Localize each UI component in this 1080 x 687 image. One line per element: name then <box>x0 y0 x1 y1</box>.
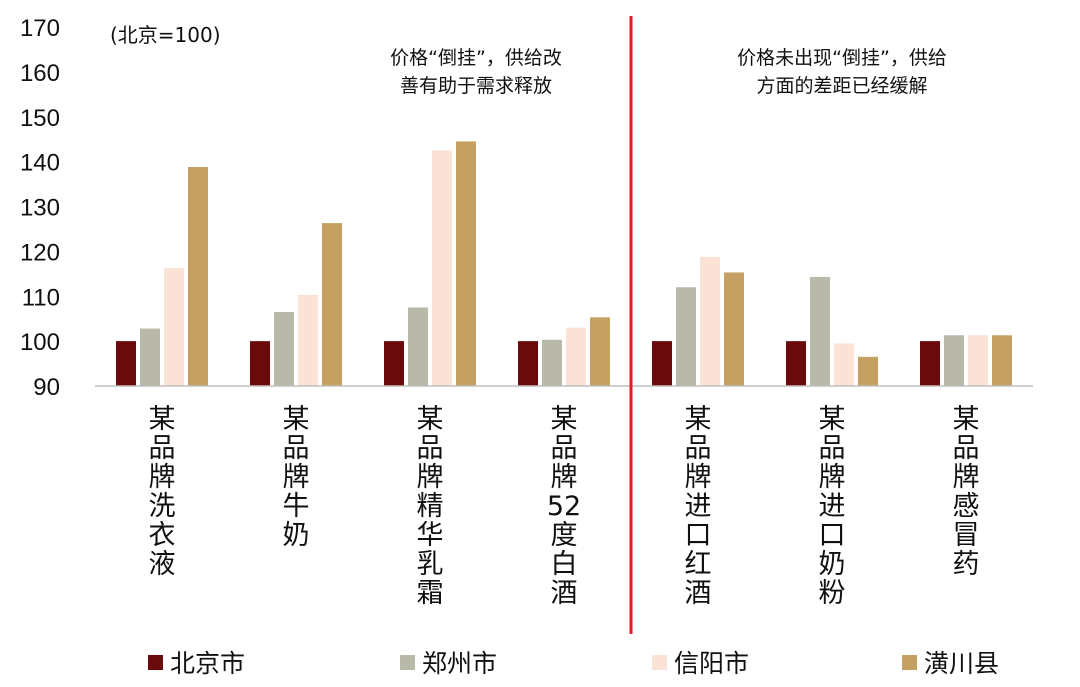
y-tick-label: 170 <box>20 15 60 42</box>
bar-4-5 <box>724 272 744 386</box>
bar-3-7 <box>968 335 988 386</box>
x-tick-label: 某品牌感冒药 <box>953 404 980 580</box>
legend-swatch <box>400 655 415 670</box>
y-tick-label: 160 <box>20 60 60 87</box>
bar-3-6 <box>834 343 854 386</box>
y-tick-label: 110 <box>22 284 60 311</box>
bar-3-3 <box>432 150 452 386</box>
bar-3-2 <box>298 294 318 386</box>
x-tick-label: 某品牌洗衣液 <box>149 404 176 580</box>
bar-2-1 <box>140 328 160 386</box>
bar-4-1 <box>188 167 208 386</box>
x-tick-label: 某品牌进口红酒 <box>685 404 712 609</box>
legend-label: 北京市 <box>170 649 245 678</box>
bar-4-7 <box>992 335 1012 386</box>
bar-3-1 <box>164 267 184 386</box>
annotation-1: 价格“倒挂”，供给改善有助于需求释放 <box>390 47 562 97</box>
y-tick-label: 120 <box>20 239 60 266</box>
x-tick-label: 某品牌 52 度白酒 <box>547 404 581 609</box>
bar-1-4 <box>518 341 538 386</box>
bar-1-5 <box>652 341 672 386</box>
x-tick-label: 某品牌牛奶 <box>283 404 310 551</box>
bar-1-3 <box>384 341 404 386</box>
legend-swatch <box>902 655 917 670</box>
bar-4-3 <box>456 141 476 386</box>
unit-note: (北京=100) <box>110 23 221 47</box>
bar-2-2 <box>274 311 294 386</box>
bar-3-4 <box>566 327 586 386</box>
bar-4-4 <box>590 317 610 386</box>
bar-4-2 <box>322 223 342 386</box>
bar-1-1 <box>116 341 136 386</box>
bar-2-7 <box>944 335 964 386</box>
legend-swatch <box>652 655 667 670</box>
legend-label: 郑州市 <box>422 649 497 678</box>
x-tick-label: 某品牌进口奶粉 <box>819 404 846 609</box>
legend-label: 信阳市 <box>674 649 749 678</box>
bar-1-2 <box>250 341 270 386</box>
bar-1-7 <box>920 341 940 386</box>
y-tick-label: 140 <box>20 150 60 177</box>
legend-swatch <box>148 655 163 670</box>
bar-2-6 <box>810 276 830 386</box>
y-tick-label: 100 <box>20 329 60 356</box>
bar-2-3 <box>408 307 428 386</box>
legend-label: 潢川县 <box>924 649 999 678</box>
bar-1-6 <box>786 341 806 386</box>
bar-4-6 <box>858 356 878 386</box>
y-tick-label: 150 <box>20 105 60 132</box>
y-tick-label: 90 <box>33 374 60 401</box>
annotation-2: 价格未出现“倒挂”，供给方面的差距已经缓解 <box>737 47 947 97</box>
y-tick-label: 130 <box>20 195 60 222</box>
bar-2-5 <box>676 287 696 386</box>
bar-2-4 <box>542 339 562 386</box>
bar-3-5 <box>700 256 720 386</box>
x-tick-label: 某品牌精华乳霜 <box>417 404 444 609</box>
